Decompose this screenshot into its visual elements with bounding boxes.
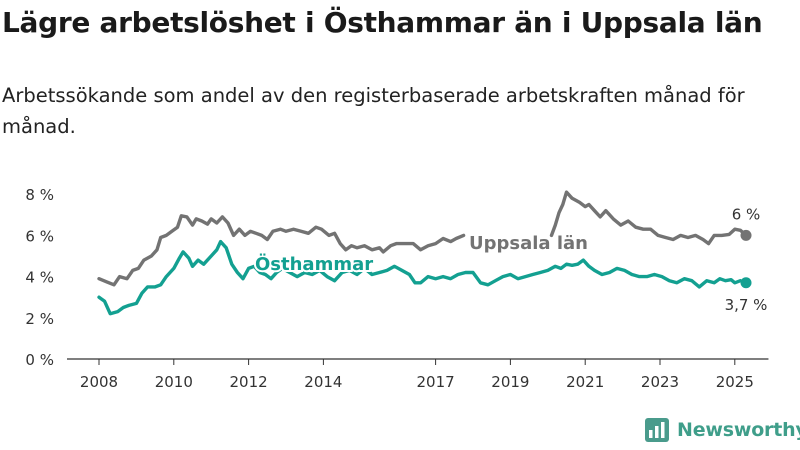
series-label-uppsala: Uppsala län bbox=[469, 233, 588, 254]
brand: Newsworthy bbox=[645, 418, 800, 442]
series-line-uppsala bbox=[97, 214, 466, 287]
brand-name: Newsworthy bbox=[677, 419, 800, 441]
end-value-label-uppsala: 6 % bbox=[732, 205, 761, 223]
x-tick-label: 2012 bbox=[230, 373, 268, 391]
newsworthy-logo-icon bbox=[645, 418, 669, 442]
x-tick-label: 2010 bbox=[155, 373, 193, 391]
page-subtitle: Arbetssökande som andel av den registerb… bbox=[2, 84, 745, 138]
y-tick-label: 2 % bbox=[25, 310, 54, 328]
series-line-uppsala bbox=[549, 190, 748, 246]
y-tick-label: 8 % bbox=[25, 186, 54, 204]
x-tick-label: 2021 bbox=[566, 373, 604, 391]
series-label-osthammar: Östhammar bbox=[255, 253, 373, 275]
end-value-label-osthammar: 3,7 % bbox=[725, 296, 768, 314]
x-tick-label: 2017 bbox=[417, 373, 455, 391]
end-point-uppsala bbox=[740, 229, 752, 241]
x-tick-label: 2019 bbox=[491, 373, 529, 391]
x-tick-label: 2025 bbox=[716, 373, 754, 391]
label-layer: Uppsala län 6 % Östhammar 3,7 % bbox=[253, 205, 768, 314]
series-layer bbox=[97, 190, 752, 316]
series-line-osthammar bbox=[97, 239, 748, 316]
x-axis: 2008 2010 2012 2014 2017 2019 2021 2023 2025 bbox=[67, 358, 769, 391]
x-tick-label: 2014 bbox=[304, 373, 342, 391]
y-axis: 0 % 2 % 4 % 6 % 8 % bbox=[25, 186, 54, 369]
end-point-osthammar bbox=[740, 277, 752, 289]
y-tick-label: 4 % bbox=[25, 269, 54, 287]
x-tick-label: 2008 bbox=[80, 373, 118, 391]
page-title: Lägre arbetslöshet i Östhammar än i Upps… bbox=[2, 6, 763, 39]
x-tick-label: 2023 bbox=[641, 373, 679, 391]
y-tick-label: 0 % bbox=[25, 351, 54, 369]
y-tick-label: 6 % bbox=[25, 227, 54, 245]
